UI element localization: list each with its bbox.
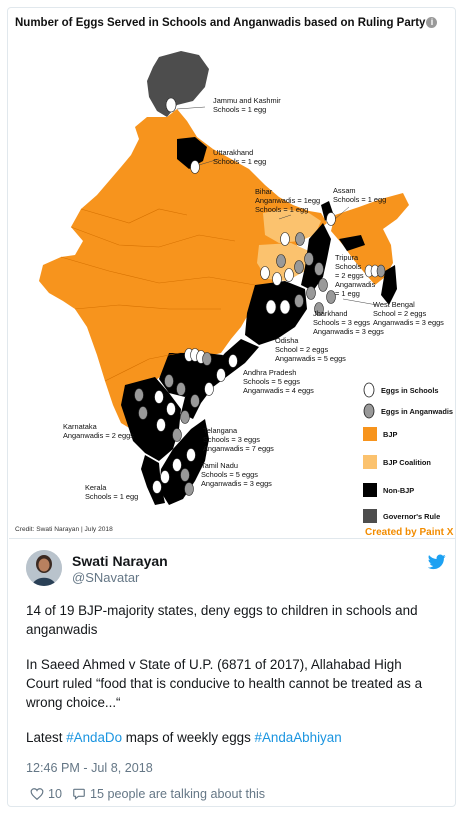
label-jk-name: Jammu and Kashmir <box>213 96 281 105</box>
label-wb-val1: School = 2 eggs <box>373 309 427 318</box>
tweet-text-p3: Latest #AndaDo maps of weekly eggs #Anda… <box>26 728 436 747</box>
map-credit: Credit: Swati Narayan | July 2018 <box>15 526 113 533</box>
label-uk-name: Uttarakhand <box>213 148 253 157</box>
label-ap-val2: Anganwadis = 4 eggs <box>243 386 314 395</box>
like-count: 10 <box>48 787 63 801</box>
label-tripura-val3: Anganwadis <box>335 280 376 289</box>
label-tg-name: Telangana <box>203 426 238 435</box>
tweet-text: 14 of 19 BJP-majority states, deny eggs … <box>26 601 436 763</box>
tweet-media-map[interactable]: Number of Eggs Served in Schools and Ang… <box>9 9 455 539</box>
label-jh-val2: Anganwadis = 3 eggs <box>313 327 384 336</box>
state-bihar <box>263 209 321 243</box>
label-tn-val2: Anganwadis = 3 eggs <box>201 479 272 488</box>
state-meghalaya <box>339 235 365 251</box>
legend-label-anganwadis: Eggs in Anganwadis <box>381 407 453 416</box>
state-odisha <box>245 281 307 345</box>
tweet-header: Swati Narayan @SNavatar <box>26 550 446 590</box>
tweet-actions: 10 15 people are talking about this <box>30 787 275 801</box>
tweet-timestamp[interactable]: 12:46 PM - Jul 8, 2018 <box>26 761 153 775</box>
leader-lines <box>176 106 378 306</box>
created-by-watermark: Created by Paint X <box>365 527 454 538</box>
hashtag-andado[interactable]: #AndaDo <box>66 730 123 745</box>
label-tripura-val4: = 1 egg <box>335 289 360 298</box>
legend-swatch-governor <box>363 509 377 523</box>
legend-swatch-coalition <box>363 455 377 469</box>
label-jh-name: Jharkhand <box>313 309 348 318</box>
label-tripura-val2: = 2 eggs <box>335 271 364 280</box>
label-kl-val: Schools = 1 egg <box>85 492 138 501</box>
legend-label-non-bjp: Non-BJP <box>383 486 414 495</box>
label-kl-name: Kerala <box>85 483 107 492</box>
avatar[interactable] <box>26 550 62 586</box>
state-west-bengal <box>301 223 331 291</box>
label-tripura-name: Tripura <box>335 253 359 262</box>
reply-action[interactable]: 15 people are talking about this <box>72 787 265 801</box>
state-tamil-nadu <box>159 419 209 505</box>
label-bihar-val2: Schools = 1 egg <box>255 205 308 214</box>
label-ap-name: Andhra Pradesh <box>243 368 296 377</box>
label-assam-val: Schools = 1 egg <box>333 195 386 204</box>
avatar-photo-icon <box>26 550 62 586</box>
label-assam-name: Assam <box>333 186 356 195</box>
label-od-val2: Anganwadis = 5 eggs <box>275 354 346 363</box>
hashtag-andaabhiyan[interactable]: #AndaAbhiyan <box>254 730 342 745</box>
map-title: Number of Eggs Served in Schools and Ang… <box>15 17 455 29</box>
label-wb-name: West Bengal <box>373 300 415 309</box>
legend-label-governor: Governor's Rule <box>383 512 440 521</box>
legend-swatch-bjp <box>363 427 377 441</box>
tweet-text-p3-mid: maps of weekly eggs <box>122 730 255 745</box>
label-od-val1: School = 2 eggs <box>275 345 329 354</box>
label-tn-val1: Schools = 5 eggs <box>201 470 258 479</box>
egg-markers <box>134 97 386 496</box>
label-ap-val1: Schools = 5 eggs <box>243 377 300 386</box>
label-uk-val: Schools = 1 egg <box>213 157 266 166</box>
label-tripura-val1: Schools <box>335 262 362 271</box>
label-ka-name: Karnataka <box>63 422 98 431</box>
label-tg-val1: Schools = 3 eggs <box>203 435 260 444</box>
label-bihar-name: Bihar <box>255 187 273 196</box>
legend-white-egg-icon <box>363 382 375 398</box>
user-handle[interactable]: @SNavatar <box>72 570 140 585</box>
reply-bubble-icon <box>73 788 85 800</box>
tweet-text-p2: In Saeed Ahmed v State of U.P. (6871 of … <box>26 657 423 710</box>
like-action[interactable]: 10 <box>30 787 62 801</box>
label-bihar-val1: Anganwadis = 1egg <box>255 196 320 205</box>
india-egg-map: Jammu and Kashmir Schools = 1 egg Uttara… <box>15 51 454 538</box>
tweet-card: Number of Eggs Served in Schools and Ang… <box>7 7 456 807</box>
state-jammu-kashmir <box>147 51 209 117</box>
display-name[interactable]: Swati Narayan <box>72 553 168 569</box>
label-tg-val2: Anganwadis = 7 eggs <box>203 444 274 453</box>
label-jh-val1: Schools = 3 eggs <box>313 318 370 327</box>
heart-icon <box>30 788 44 801</box>
state-mizoram <box>381 265 397 305</box>
state-bjp-region <box>39 109 327 429</box>
legend-label-schools: Eggs in Schools <box>381 386 439 395</box>
legend-grey-egg-icon <box>363 403 375 419</box>
state-borders <box>60 208 256 382</box>
talking-count: 15 people are talking about this <box>90 787 266 801</box>
label-wb-val2: Anganwadis = 3 eggs <box>373 318 444 327</box>
state-uttarakhand <box>177 137 207 169</box>
twitter-bird-icon[interactable] <box>428 554 446 570</box>
label-ka-val: Anganwadis = 2 eggs <box>63 431 134 440</box>
legend-swatch-non-bjp <box>363 483 377 497</box>
label-jk-val: Schools = 1 egg <box>213 105 266 114</box>
tweet-text-p1: 14 of 19 BJP-majority states, deny eggs … <box>26 603 418 637</box>
legend-label-bjp: BJP <box>383 430 397 439</box>
legend-label-coalition: BJP Coalition <box>383 458 431 467</box>
label-od-name: Odisha <box>275 336 299 345</box>
map-legend: Eggs in Schools Eggs in Anganwadis BJP B… <box>363 382 453 523</box>
state-assam-ne <box>331 193 409 285</box>
tweet-text-p3-pre: Latest <box>26 730 67 745</box>
info-icon[interactable]: i <box>426 17 438 29</box>
label-tn-name: Tamil Nadu <box>201 461 238 470</box>
